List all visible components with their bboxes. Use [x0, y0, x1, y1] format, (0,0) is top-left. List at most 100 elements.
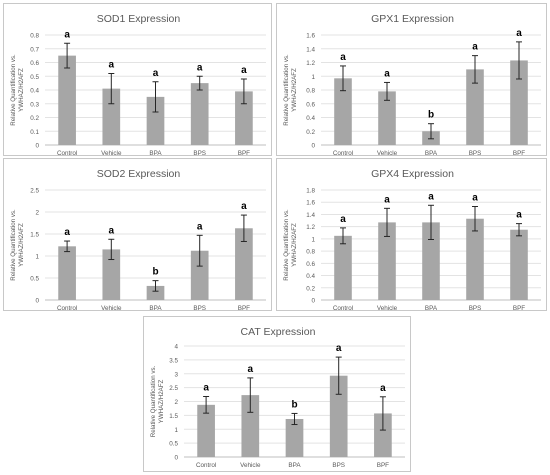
y-tick-label: 2: [35, 210, 39, 217]
y-tick-label: 0.2: [306, 285, 315, 292]
bar-vehicle: [378, 91, 396, 145]
x-tick-label: BPS: [469, 150, 482, 157]
y-tick-label: 1.8: [306, 188, 315, 195]
x-tick-label: Vehicle: [101, 150, 122, 157]
y-tick-label: 0: [311, 143, 315, 150]
bar-bpa: [422, 222, 440, 300]
significance-letter: a: [64, 227, 70, 238]
cat-chart: CAT Expression Relative Quantification vs…: [150, 326, 405, 469]
x-tick-label: Vehicle: [240, 462, 261, 469]
y-tick-label: 1.5: [169, 413, 178, 420]
bar-vehicle: [241, 395, 260, 457]
significance-letter: a: [109, 60, 115, 71]
bar-bps: [329, 375, 348, 457]
y-tick-label: 1: [174, 427, 178, 434]
significance-letter: a: [340, 52, 346, 63]
bar-bpf: [374, 413, 392, 457]
y-tick-label: 0.6: [30, 60, 39, 67]
bar-bps: [466, 218, 484, 300]
x-tick-label: Control: [333, 305, 353, 312]
x-tick-label: BPF: [377, 462, 389, 469]
bar-bpf: [510, 229, 528, 300]
y-tick-label: 0.8: [30, 33, 39, 40]
y-axis-label: Relative Quantification vs.: [10, 54, 17, 126]
x-tick-label: BPA: [425, 150, 438, 157]
significance-letter: a: [428, 191, 434, 202]
significance-letter: a: [336, 343, 342, 354]
y-axis-label: Relative Quantification vs.: [150, 365, 157, 437]
y-tick-label: 3.5: [169, 357, 178, 364]
y-tick-label: 0.4: [306, 115, 315, 122]
gpx1-chart: GPX1 Expression Relative Quantification v…: [283, 13, 541, 157]
y-tick-label: 0.5: [30, 276, 39, 283]
bar-vehicle: [102, 88, 121, 145]
chart-title: SOD1 Expression: [97, 13, 181, 25]
sod1-chart-panel: SOD1 Expression Relative Quantification v…: [3, 3, 272, 157]
gpx4-chart-panel: GPX4 Expression Relative Quantification v…: [276, 158, 547, 312]
x-tick-label: BPF: [513, 305, 525, 312]
significance-letter: b: [428, 110, 434, 121]
bar-control: [58, 246, 76, 300]
y-axis-label: Relative Quantification vs.: [10, 209, 17, 281]
bar-control: [197, 404, 215, 457]
y-axis-label: YWHAZ/H2AFZ: [291, 68, 298, 112]
x-tick-label: BPF: [513, 150, 525, 157]
significance-letter: a: [197, 62, 203, 73]
significance-letter: a: [384, 68, 390, 79]
y-axis-label: Relative Quantification vs.: [283, 54, 290, 126]
y-tick-label: 1: [311, 236, 315, 243]
x-tick-label: BPS: [193, 150, 206, 157]
y-tick-label: 1.6: [306, 200, 315, 207]
y-tick-label: 0.5: [169, 441, 178, 448]
y-axis-label: YWHAZ/H2AFZ: [291, 223, 298, 267]
y-axis-label: YWHAZ/H2AFZ: [18, 68, 25, 112]
bar-vehicle: [378, 222, 396, 300]
x-tick-label: BPF: [238, 305, 250, 312]
bar-bpf: [235, 91, 253, 145]
chart-title: CAT Expression: [241, 326, 316, 338]
x-tick-label: BPA: [288, 462, 301, 469]
chart-title: GPX4 Expression: [371, 168, 454, 180]
y-tick-label: 1.4: [306, 212, 315, 219]
significance-letter: a: [472, 42, 478, 53]
x-tick-label: BPS: [332, 462, 345, 469]
significance-letter: a: [516, 210, 522, 221]
y-tick-label: 0.6: [306, 261, 315, 268]
y-tick-label: 0: [311, 298, 315, 305]
bar-control: [334, 78, 352, 145]
y-tick-label: 2.5: [30, 188, 39, 195]
bar-bpa: [146, 285, 165, 300]
x-tick-label: Vehicle: [101, 305, 122, 312]
y-tick-label: 0.2: [30, 115, 39, 122]
y-tick-label: 2: [174, 399, 178, 406]
y-axis-label: YWHAZ/H2AFZ: [18, 223, 25, 267]
x-tick-label: Control: [333, 150, 353, 157]
bar-bpf: [510, 60, 528, 145]
y-tick-label: 3: [174, 371, 178, 378]
y-tick-label: 0.3: [30, 101, 39, 108]
significance-letter: a: [380, 383, 386, 394]
bar-bpa: [146, 96, 165, 145]
y-tick-label: 1.2: [306, 60, 315, 67]
x-tick-label: BPS: [469, 305, 482, 312]
bar-control: [334, 235, 352, 300]
y-tick-label: 0.8: [306, 249, 315, 256]
y-tick-label: 0.2: [306, 129, 315, 136]
significance-letter: a: [384, 194, 390, 205]
x-tick-label: BPF: [238, 150, 250, 157]
x-tick-label: Control: [57, 305, 77, 312]
x-tick-label: BPA: [425, 305, 438, 312]
y-tick-label: 0.8: [306, 88, 315, 95]
x-tick-label: BPA: [149, 305, 162, 312]
y-tick-label: 1: [35, 254, 39, 261]
bar-control: [58, 55, 76, 145]
x-tick-label: Control: [57, 150, 77, 157]
x-tick-label: Vehicle: [377, 150, 398, 157]
significance-letter: a: [248, 364, 254, 375]
x-tick-label: BPS: [193, 305, 206, 312]
significance-letter: b: [291, 399, 297, 410]
y-tick-label: 1.5: [30, 232, 39, 239]
significance-letter: a: [203, 383, 209, 394]
gpx1-chart-panel: GPX1 Expression Relative Quantification v…: [276, 3, 547, 157]
significance-letter: a: [516, 28, 522, 39]
